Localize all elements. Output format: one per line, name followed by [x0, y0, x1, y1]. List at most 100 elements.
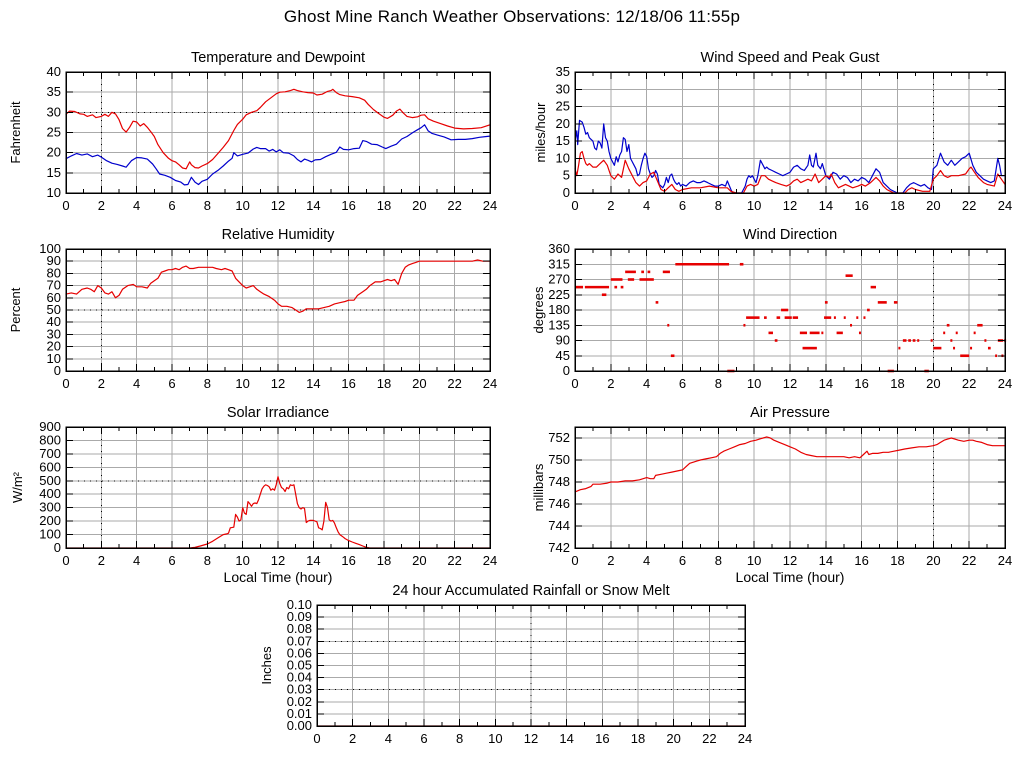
x-tick-label: 4	[643, 198, 650, 213]
x-tick-label: 18	[890, 553, 904, 568]
y-tick-label: 100	[39, 527, 61, 542]
y-tick-label: 0.04	[287, 670, 312, 685]
x-tick-label: 18	[890, 198, 904, 213]
x-tick-label: 2	[607, 198, 614, 213]
y-tick-label: 0	[563, 363, 570, 378]
x-tick-label: 24	[998, 553, 1012, 568]
x-tick-label: 8	[715, 198, 722, 213]
x-tick-label: 12	[271, 198, 285, 213]
chart-title: 24 hour Accumulated Rainfall or Snow Mel…	[392, 583, 669, 599]
x-tick-label: 4	[133, 198, 140, 213]
x-tick-label: 0	[62, 376, 69, 391]
chart-title: Relative Humidity	[222, 227, 336, 243]
series-humidity	[65, 259, 491, 313]
y-tick-label: 300	[39, 500, 61, 515]
x-tick-label: 6	[168, 198, 175, 213]
y-axis-label: miles/hour	[533, 102, 548, 163]
x-tick-label: 24	[998, 198, 1012, 213]
x-tick-label: 20	[412, 553, 426, 568]
series-pressure	[574, 436, 1006, 493]
x-tick-label: 12	[271, 553, 285, 568]
x-tick-label: 24	[738, 731, 752, 746]
x-tick-label: 20	[926, 553, 940, 568]
x-tick-label: 4	[643, 553, 650, 568]
x-tick-label: 20	[412, 198, 426, 213]
x-tick-label: 2	[98, 553, 105, 568]
x-tick-label: 4	[133, 376, 140, 391]
x-tick-label: 14	[306, 198, 320, 213]
x-tick-label: 10	[747, 553, 761, 568]
x-tick-label: 24	[483, 376, 497, 391]
y-tick-label: 40	[47, 314, 61, 329]
x-tick-label: 12	[783, 553, 797, 568]
x-axis-label: Local Time (hour)	[736, 569, 845, 585]
x-tick-label: 12	[271, 376, 285, 391]
y-axis-label: Percent	[8, 287, 23, 332]
y-tick-label: 135	[548, 317, 570, 332]
x-tick-label: 16	[854, 198, 868, 213]
x-tick-label: 22	[447, 553, 461, 568]
x-tick-label: 18	[377, 553, 391, 568]
y-tick-label: 748	[548, 474, 570, 489]
y-tick-label: 45	[556, 348, 570, 363]
x-tick-label: 12	[524, 731, 538, 746]
chart-wind-direction: 0 2 4 6 8 10 12 14 16 18 20 22 240459013518022527031…	[531, 227, 1012, 391]
x-tick-label: 24	[483, 553, 497, 568]
x-tick-label: 24	[483, 198, 497, 213]
y-tick-label: 0.10	[287, 597, 312, 612]
chart-title: Solar Irradiance	[227, 405, 329, 421]
x-tick-label: 0	[571, 553, 578, 568]
y-tick-label: 15	[556, 133, 570, 148]
y-tick-label: 744	[548, 518, 570, 533]
x-tick-label: 16	[854, 553, 868, 568]
y-tick-label: 600	[39, 459, 61, 474]
x-tick-label: 10	[235, 553, 249, 568]
y-tick-label: 742	[548, 540, 570, 555]
x-tick-label: 24	[998, 376, 1012, 391]
chart-air-pressure: 0 2 4 6 8 10 12 14 16 18 20 22 24742744746748750752A…	[531, 405, 1012, 585]
x-tick-label: 0	[62, 198, 69, 213]
y-tick-label: 0	[563, 185, 570, 200]
x-tick-label: 12	[783, 376, 797, 391]
x-tick-label: 12	[783, 198, 797, 213]
x-tick-label: 10	[488, 731, 502, 746]
x-tick-label: 20	[412, 376, 426, 391]
x-tick-label: 14	[559, 731, 573, 746]
series-dewpoint	[65, 124, 491, 186]
y-tick-label: 0.06	[287, 645, 312, 660]
chart-rainfall: 0 2 4 6 8 10 12 14 16 18 20 22 240.000.010.020.030.0…	[259, 583, 752, 746]
page-title: Ghost Mine Ranch Weather Observations: 1…	[283, 7, 741, 26]
y-axis-label: Fahrenheit	[8, 101, 23, 164]
x-tick-label: 10	[235, 198, 249, 213]
x-tick-label: 8	[204, 198, 211, 213]
series-peak-gust	[574, 119, 1006, 194]
y-tick-label: 35	[556, 64, 570, 79]
x-tick-label: 14	[306, 376, 320, 391]
series-wind-speed	[574, 150, 1006, 194]
x-tick-label: 4	[643, 376, 650, 391]
x-tick-label: 14	[306, 553, 320, 568]
y-tick-label: 20	[47, 145, 61, 160]
y-tick-label: 0.08	[287, 621, 312, 636]
y-tick-label: 60	[47, 290, 61, 305]
x-tick-label: 22	[962, 198, 976, 213]
x-tick-label: 6	[679, 553, 686, 568]
x-tick-label: 18	[890, 376, 904, 391]
x-tick-label: 0	[62, 553, 69, 568]
y-tick-label: 200	[39, 513, 61, 528]
y-tick-label: 25	[47, 125, 61, 140]
chart-title: Wind Direction	[743, 227, 837, 243]
x-tick-label: 20	[926, 376, 940, 391]
x-tick-label: 2	[349, 731, 356, 746]
y-axis-label: millibars	[531, 463, 546, 511]
x-tick-label: 4	[133, 553, 140, 568]
y-tick-label: 10	[556, 150, 570, 165]
y-tick-label: 90	[47, 253, 61, 268]
x-tick-label: 6	[679, 198, 686, 213]
y-axis-label: Inches	[259, 646, 274, 685]
y-tick-label: 0.07	[287, 633, 312, 648]
y-tick-label: 0.01	[287, 706, 312, 721]
y-tick-label: 40	[47, 64, 61, 79]
y-tick-label: 225	[548, 287, 570, 302]
